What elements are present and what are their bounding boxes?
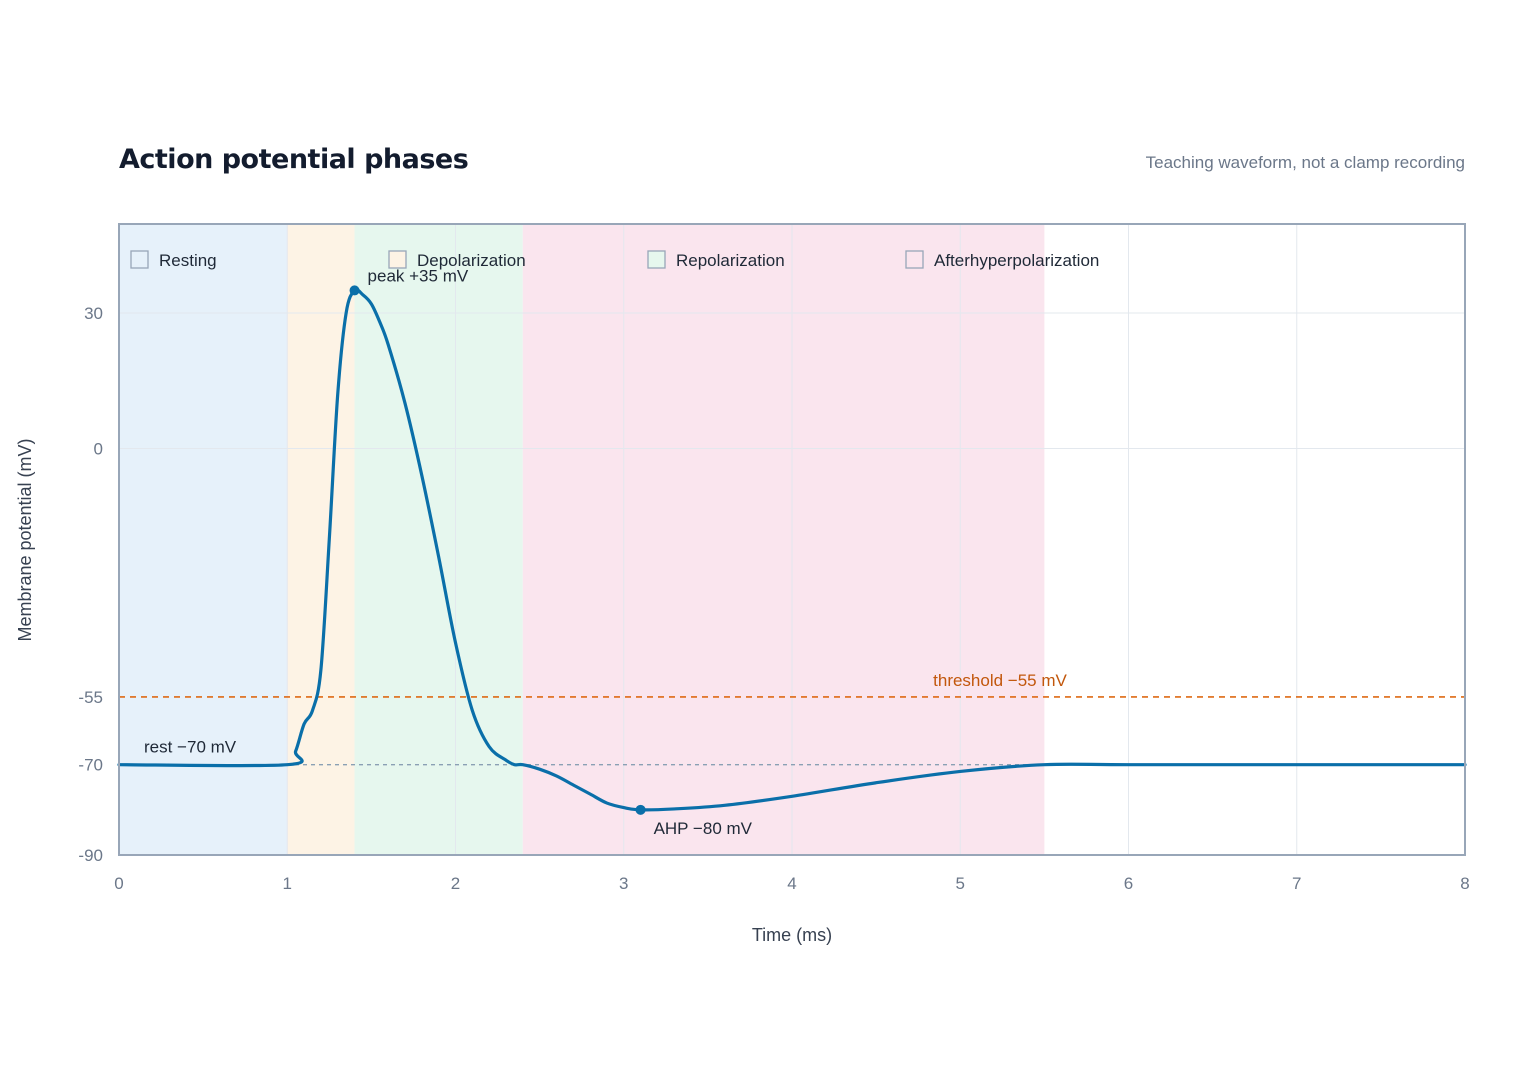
x-tick-0: 0 xyxy=(114,874,123,893)
annotation-markers: peak +35 mV AHP −80 mV xyxy=(349,266,753,838)
y-tick-30: 30 xyxy=(84,304,103,323)
x-tick-2: 2 xyxy=(451,874,460,893)
phase-legend: Resting Depolarization Repolarization After… xyxy=(130,250,1099,270)
phase-band-afterhyperpolarization xyxy=(522,224,1045,855)
trace-line-0 xyxy=(117,287,1467,812)
legend-swatch-resting xyxy=(130,250,149,269)
peak-label: peak +35 mV xyxy=(368,266,469,285)
grid-lines xyxy=(119,224,1465,855)
legend-swatch-afterhyperpolarization xyxy=(905,250,924,269)
x-tick-5: 5 xyxy=(956,874,965,893)
chart-title: Action potential phases xyxy=(119,144,468,175)
y-axis-ticks: -90 -70 -55 0 30 xyxy=(78,304,103,865)
chart-subtitle: Teaching waveform, not a clamp recording xyxy=(1146,153,1465,172)
plot-frame xyxy=(118,223,1466,856)
x-tick-1: 1 xyxy=(283,874,292,893)
legend-swatch-repolarization xyxy=(647,250,666,269)
x-axis-label: Time (ms) xyxy=(752,925,832,945)
legend-label-afterhyperpolarization: Afterhyperpolarization xyxy=(934,251,1099,270)
threshold-label: threshold −55 mV xyxy=(933,671,1067,690)
x-tick-3: 3 xyxy=(619,874,628,893)
legend-swatch-depolarization xyxy=(388,250,407,269)
rest-label: rest −70 mV xyxy=(144,738,237,757)
x-tick-7: 7 xyxy=(1292,874,1301,893)
ahp-marker xyxy=(635,804,646,815)
phase-bands xyxy=(119,224,1045,855)
y-tick-0: 0 xyxy=(94,440,103,459)
y-axis-label: Membrane potential (mV) xyxy=(15,438,35,641)
y-tick--55: -55 xyxy=(78,688,103,707)
peak-marker xyxy=(349,285,360,296)
phase-band-resting xyxy=(119,224,288,855)
x-tick-6: 6 xyxy=(1124,874,1133,893)
legend-label-repolarization: Repolarization xyxy=(676,251,785,270)
y-tick--90: -90 xyxy=(78,846,103,865)
x-tick-8: 8 xyxy=(1460,874,1469,893)
membrane-potential-trace xyxy=(117,287,1467,812)
legend-label-resting: Resting xyxy=(159,251,217,270)
x-tick-4: 4 xyxy=(787,874,796,893)
y-tick--70: -70 xyxy=(78,756,103,775)
ahp-label: AHP −80 mV xyxy=(654,819,753,838)
x-axis-ticks: 0 1 2 3 4 5 6 7 8 xyxy=(114,874,1469,893)
legend-label-depolarization: Depolarization xyxy=(417,251,526,270)
